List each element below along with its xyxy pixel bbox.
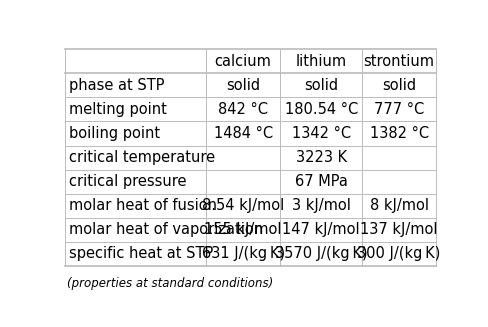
Text: 8 kJ/mol: 8 kJ/mol [369,198,428,213]
Text: 1342 °C: 1342 °C [291,126,350,141]
Text: 777 °C: 777 °C [373,102,424,117]
Text: molar heat of fusion: molar heat of fusion [69,198,217,213]
Text: 1484 °C: 1484 °C [213,126,272,141]
Text: strontium: strontium [363,54,434,69]
Text: solid: solid [381,78,415,93]
Text: 8.54 kJ/mol: 8.54 kJ/mol [202,198,284,213]
Text: critical temperature: critical temperature [69,150,215,165]
Text: boiling point: boiling point [69,126,160,141]
Text: 3570 J/(kg K): 3570 J/(kg K) [274,246,367,261]
Text: solid: solid [225,78,260,93]
Text: 842 °C: 842 °C [218,102,267,117]
Text: molar heat of vaporization: molar heat of vaporization [69,222,263,237]
Text: solid: solid [304,78,338,93]
Text: calcium: calcium [214,54,271,69]
Text: 155 kJ/mol: 155 kJ/mol [204,222,282,237]
Text: (properties at standard conditions): (properties at standard conditions) [67,277,272,290]
Text: 137 kJ/mol: 137 kJ/mol [360,222,437,237]
Text: 3223 K: 3223 K [295,150,346,165]
Text: specific heat at STP: specific heat at STP [69,246,213,261]
Text: 67 MPa: 67 MPa [294,174,347,189]
Text: phase at STP: phase at STP [69,78,164,93]
Text: 147 kJ/mol: 147 kJ/mol [282,222,359,237]
Text: melting point: melting point [69,102,167,117]
Text: 3 kJ/mol: 3 kJ/mol [291,198,350,213]
Text: critical pressure: critical pressure [69,174,186,189]
Text: 1382 °C: 1382 °C [369,126,428,141]
Text: lithium: lithium [295,54,346,69]
Text: 631 J/(kg K): 631 J/(kg K) [201,246,284,261]
Text: 180.54 °C: 180.54 °C [284,102,357,117]
Text: 300 J/(kg K): 300 J/(kg K) [357,246,440,261]
